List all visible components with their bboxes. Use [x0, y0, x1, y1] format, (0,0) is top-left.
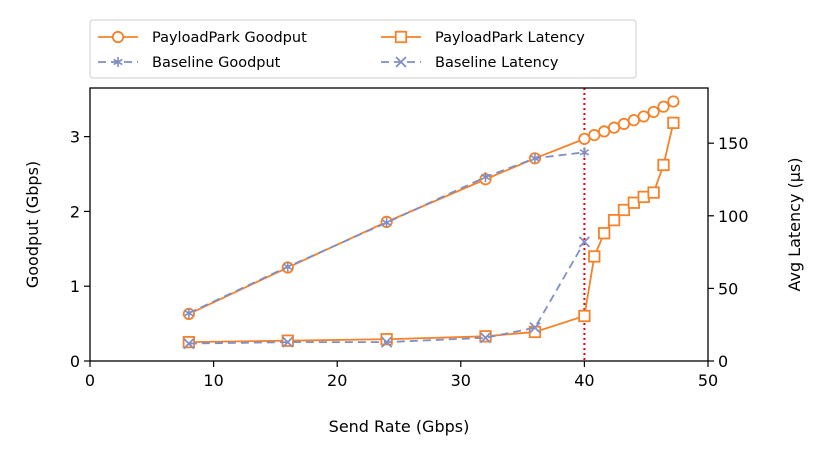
y2-tick-label: 100 [718, 207, 749, 226]
x-tick-label: 50 [698, 371, 718, 390]
payloadpark-goodput-point [627, 114, 640, 127]
payloadpark-latency-point [627, 196, 640, 209]
legend-label-baseline-goodput: Baseline Goodput [152, 55, 281, 71]
payloadpark-goodput-point [647, 105, 660, 119]
payloadpark-goodput-point [607, 121, 621, 134]
payloadpark-latency-point [607, 213, 621, 227]
payloadpark-latency-point [637, 190, 650, 204]
legend-label-payloadpark-latency: PayloadPark Latency [435, 30, 585, 46]
series-layer [182, 88, 680, 361]
baseline-goodput-point [184, 308, 194, 319]
legend-marker-baseline-goodput [113, 57, 123, 67]
baseline-goodput-line [188, 151, 585, 314]
y-tick-label: 0 [70, 352, 80, 371]
baseline-latency-point [578, 236, 591, 248]
x-tick-label: 0 [85, 371, 95, 390]
payloadpark-goodput-point [617, 117, 631, 131]
payloadpark-latency-point [588, 250, 601, 263]
legend-label-payloadpark-goodput: PayloadPark Goodput [152, 30, 307, 46]
payloadpark-goodput-point [667, 95, 680, 108]
baseline-latency-line [188, 241, 586, 345]
y-tick-label: 2 [70, 202, 80, 221]
payloadpark-latency-point [667, 116, 680, 130]
y2-tick-label: 150 [718, 134, 749, 153]
baseline-goodput-point [283, 261, 293, 272]
y2-axis-title: Avg Latency (μs) [785, 157, 804, 291]
baseline-latency-point [381, 336, 393, 348]
baseline-goodput-point [381, 217, 392, 228]
payloadpark-goodput-point [588, 129, 601, 142]
plot-frame [89, 87, 709, 362]
payloadpark-goodput-point [598, 125, 611, 138]
payloadpark-latency-point [647, 186, 660, 199]
legend-box [89, 19, 637, 79]
baseline-latency-point [183, 337, 195, 350]
legend-marker-payloadpark-latency [394, 30, 408, 44]
payloadpark-goodput-point [578, 132, 591, 145]
baseline-goodput-point [530, 153, 540, 164]
x-axis-title: Send Rate (Gbps) [329, 417, 470, 436]
legend-label-baseline-latency: Baseline Latency [435, 55, 559, 71]
payloadpark-latency-point [578, 309, 591, 323]
payloadpark-latency-point [617, 203, 631, 217]
payloadpark-latency-point [281, 334, 294, 347]
x-tick-label: 10 [203, 371, 223, 390]
x-tick-label: 40 [574, 371, 594, 390]
payloadpark-latency-point [598, 227, 611, 240]
legend: PayloadPark Goodput Baseline Goodput Paylo… [89, 19, 637, 79]
y2-tick-label: 0 [718, 352, 728, 371]
legend-marker-baseline-latency [395, 56, 407, 68]
y-tick-label: 1 [70, 277, 80, 296]
payloadpark-latency-point [182, 335, 196, 349]
legend-marker-payloadpark-goodput [111, 30, 125, 44]
y-axis-title: Goodput (Gbps) [23, 161, 42, 288]
baseline-latency-point [529, 321, 541, 334]
x-tick-label: 20 [327, 371, 347, 390]
payloadpark-goodput-point [657, 100, 670, 113]
baseline-goodput-point [480, 172, 491, 183]
payloadpark-latency-point [657, 158, 670, 172]
payloadpark-latency-point [380, 333, 393, 346]
payloadpark-goodput-point [637, 110, 650, 123]
baseline-goodput-point [579, 147, 590, 158]
y2-tick-label: 50 [718, 279, 738, 298]
baseline-latency-point [479, 332, 492, 344]
x-tick-label: 30 [451, 371, 471, 390]
baseline-latency-point [282, 336, 294, 348]
y-tick-label: 3 [70, 128, 80, 147]
